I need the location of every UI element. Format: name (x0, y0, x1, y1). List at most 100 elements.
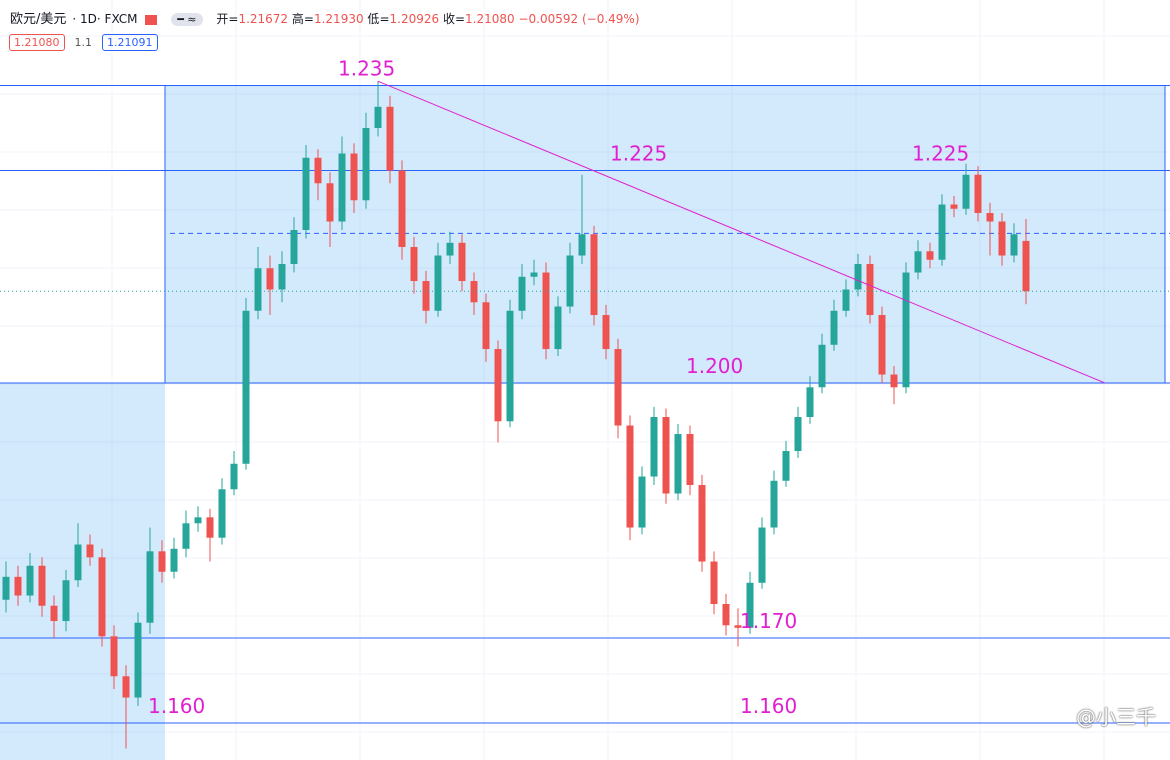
candle-body (578, 234, 586, 256)
candle-body (926, 251, 934, 260)
candle-body (638, 476, 646, 528)
candle-body (1022, 240, 1030, 292)
field-label: 收 (442, 12, 455, 26)
candle-body (602, 315, 610, 350)
candle-body (614, 349, 622, 426)
candle-body (962, 174, 970, 209)
candle-body (986, 213, 994, 222)
level-annotation: 1.170 (740, 609, 797, 633)
field-value: 1.21930 (313, 12, 364, 26)
level-annotation: 1.225 (912, 142, 969, 166)
candle-body (746, 582, 754, 628)
field-value: 1.20926 (389, 12, 440, 26)
candle-body (326, 183, 334, 222)
price-badge: 1.1 (74, 36, 93, 49)
candle-body (110, 636, 118, 677)
candle-body (278, 264, 286, 290)
candle-body (998, 221, 1006, 256)
candle-body (182, 523, 190, 549)
candle-body (794, 417, 802, 452)
candle-body (350, 153, 358, 201)
header: 欧元/美元 · 1D· FXCM ━ ≈ 开=1.21672 高=1.21930 … (10, 12, 640, 27)
candle-body (482, 302, 490, 350)
candle-body (506, 310, 514, 422)
candle-body (230, 463, 238, 490)
candle-body (50, 605, 58, 622)
level-annotation: 1.160 (148, 694, 205, 718)
candle-body (854, 264, 862, 290)
candle-body (458, 242, 466, 282)
level-annotation: 1.200 (686, 354, 743, 378)
candle-body (1010, 234, 1018, 256)
ohlc-fields: 开=1.21672 高=1.21930 低=1.20926 收=1.21080 (216, 12, 515, 26)
price-badge: 1.21091 (102, 34, 158, 51)
price-badge: 1.21080 (9, 34, 65, 51)
candle-body (710, 561, 718, 605)
candle-body (170, 548, 178, 572)
candle-body (698, 485, 706, 562)
candle-body (242, 310, 250, 464)
candle-body (158, 551, 166, 572)
field-value: 1.21080 (465, 12, 515, 26)
symbol: 欧元/美元 (10, 12, 67, 27)
candle-body (530, 272, 538, 277)
trend-line (377, 80, 1106, 384)
compare-button[interactable]: ━ ≈ (171, 13, 203, 26)
candle-body (566, 255, 574, 307)
range-box (164, 85, 1166, 384)
candle-body (122, 676, 130, 698)
field-label: 开 (216, 12, 229, 26)
candle-body (290, 230, 298, 265)
candle-body (74, 544, 82, 581)
candle-body (626, 425, 634, 528)
badges: 1.21080 1.1 1.21091 (9, 34, 164, 51)
level-annotation: 1.235 (338, 57, 395, 81)
candle-body (866, 264, 874, 316)
level-annotation: 1.225 (610, 142, 667, 166)
candle-body (410, 247, 418, 282)
candle-body (590, 234, 598, 316)
candle-body (86, 544, 94, 558)
candle-body (974, 174, 982, 214)
candle-body (374, 106, 382, 129)
candle-body (722, 604, 730, 626)
candle-body (662, 417, 670, 494)
candle-body (878, 315, 886, 375)
candle-body (890, 374, 898, 388)
candle-body (674, 434, 682, 494)
candle-body (146, 551, 154, 623)
candle-body (950, 204, 958, 209)
candle-body (650, 417, 658, 477)
candle-body (38, 565, 46, 606)
change: −0.00592 (−0.49%) (518, 12, 640, 26)
candle-body (26, 565, 34, 596)
candle-body (218, 489, 226, 538)
candle-body (782, 451, 790, 481)
candle-body (806, 387, 814, 418)
level-annotation: 1.160 (740, 694, 797, 718)
candle-body (446, 242, 454, 256)
candle-body (494, 349, 502, 422)
candle-body (758, 527, 766, 583)
candle-body (938, 204, 946, 260)
candle-body (14, 576, 22, 596)
candle-body (362, 128, 370, 201)
candle-body (422, 281, 430, 311)
candle-body (314, 157, 322, 184)
range-box-left (0, 383, 165, 760)
candle-body (266, 268, 274, 290)
candle-body (386, 106, 394, 171)
candle-body (902, 272, 910, 388)
candle-body (770, 480, 778, 528)
candle-body (470, 281, 478, 303)
candle-body (194, 517, 202, 524)
candle-body (302, 157, 310, 231)
candle-body (254, 268, 262, 311)
candle-body (818, 344, 826, 388)
field-value: 1.21672 (238, 12, 289, 26)
candle-body (914, 251, 922, 273)
candle-body (398, 170, 406, 248)
flag-icon[interactable] (145, 14, 158, 25)
